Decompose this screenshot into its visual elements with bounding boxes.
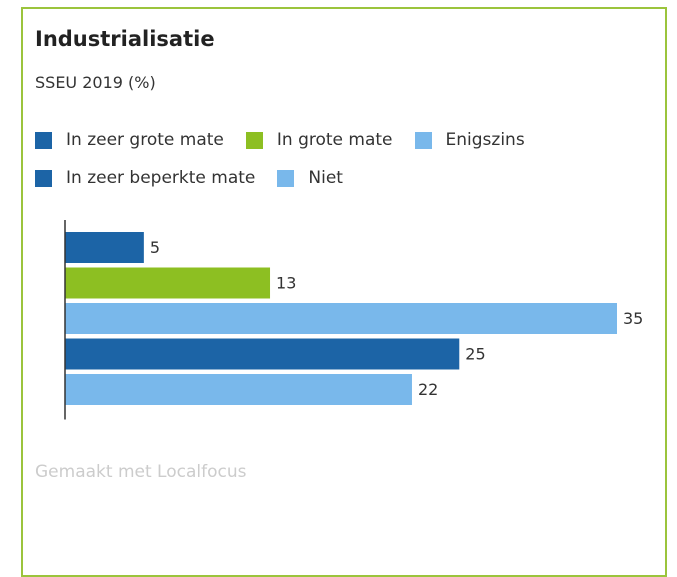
legend-label: In grote mate [276, 130, 393, 150]
legend-swatch [414, 131, 432, 149]
legend-item: In zeer beperkte mate [35, 167, 255, 189]
legend-swatch [35, 131, 52, 149]
value-label: 25 [465, 345, 485, 364]
card: Industrialisatie SSEU 2019 (%) In zeer g… [21, 7, 667, 577]
legend: In zeer grote mate In grote mate Enigszins… [35, 129, 635, 189]
legend-label: Enigszins [445, 130, 525, 150]
legend-label: In zeer beperkte mate [66, 168, 256, 188]
legend-item: In grote mate [245, 129, 393, 151]
legend-label: Niet [308, 168, 343, 188]
plot: 5 13 35 25 22 [64, 220, 643, 420]
bar [65, 232, 144, 263]
bar [65, 338, 460, 370]
bar [65, 303, 617, 334]
legend-item: Niet [277, 167, 343, 189]
legend-label: In zeer grote mate [66, 130, 224, 150]
legend-item: In zeer grote mate [35, 129, 224, 151]
bar [65, 374, 412, 405]
bar [65, 267, 271, 299]
value-label: 5 [150, 238, 160, 257]
chart-title: Industrialisatie [35, 27, 215, 51]
value-label: 35 [623, 309, 643, 328]
chart-subtitle: SSEU 2019 (%) [35, 73, 156, 92]
page: {"chart_data": {"type": "bar", "orientat… [21, 7, 667, 577]
legend-swatch [245, 131, 263, 149]
legend-item: Enigszins [414, 129, 525, 151]
footer: Gemaakt met Localfocus [35, 462, 247, 482]
value-label: 22 [418, 380, 438, 399]
legend-swatch [35, 169, 52, 187]
value-label: 13 [276, 274, 296, 293]
legend-swatch [277, 169, 295, 187]
